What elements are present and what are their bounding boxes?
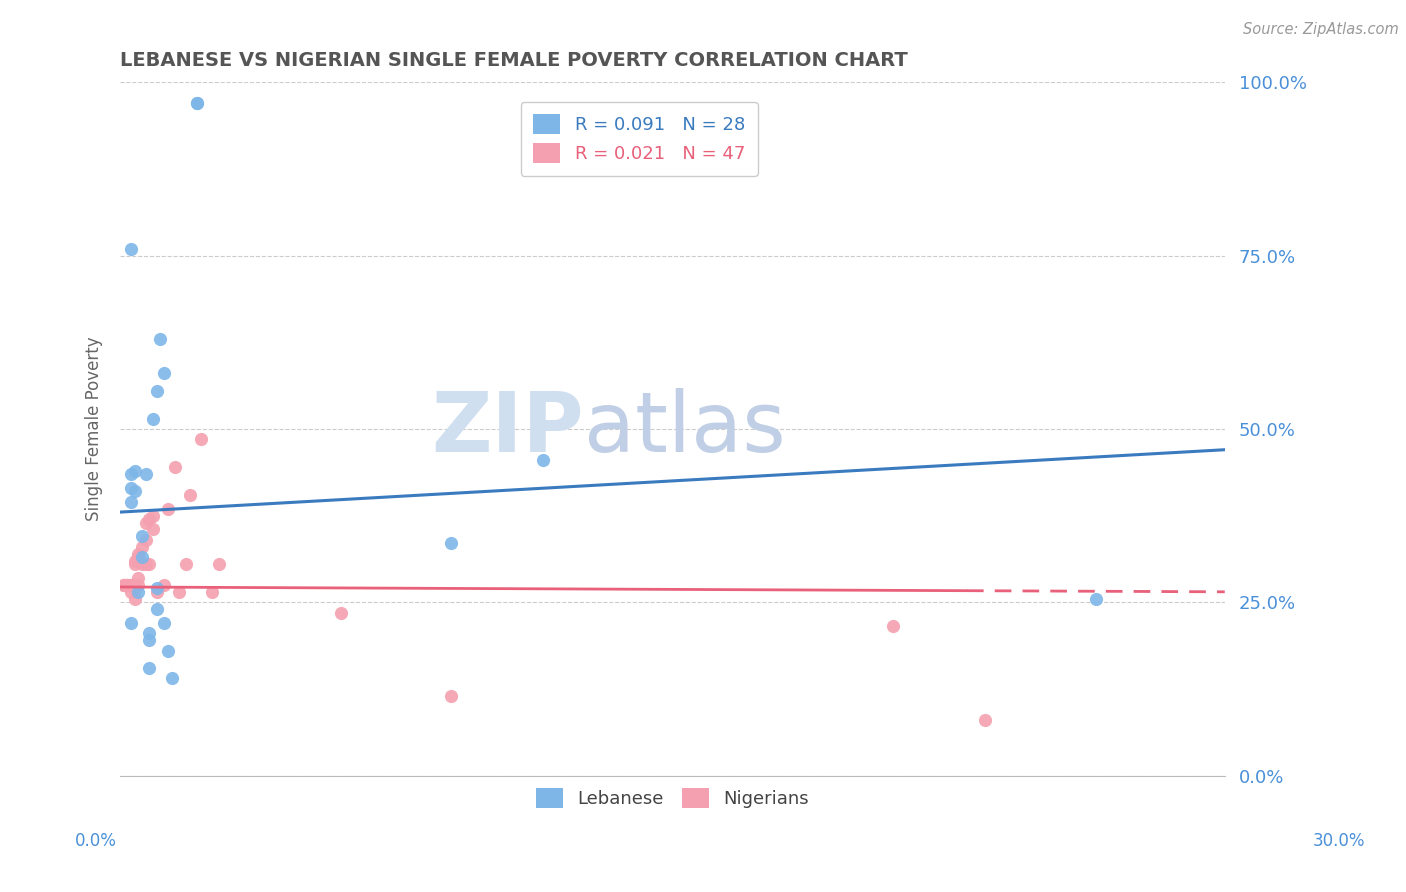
Point — [120, 494, 142, 508]
Point — [112, 578, 135, 592]
Point — [153, 615, 176, 630]
Point — [135, 467, 157, 481]
Point — [186, 96, 208, 111]
Point — [138, 557, 160, 571]
Point — [120, 578, 142, 592]
Point — [142, 508, 165, 523]
Point — [165, 460, 187, 475]
Text: 30.0%: 30.0% — [1312, 832, 1365, 850]
Point — [153, 578, 176, 592]
Text: LEBANESE VS NIGERIAN SINGLE FEMALE POVERTY CORRELATION CHART: LEBANESE VS NIGERIAN SINGLE FEMALE POVER… — [120, 51, 908, 70]
Point — [138, 633, 160, 648]
Point — [127, 550, 149, 565]
Point — [135, 557, 157, 571]
Point — [127, 547, 149, 561]
Point — [208, 557, 231, 571]
Text: 0.0%: 0.0% — [75, 832, 117, 850]
Text: atlas: atlas — [583, 388, 786, 469]
Point — [167, 584, 190, 599]
Point — [153, 367, 176, 381]
Point — [146, 582, 169, 596]
Point — [974, 713, 997, 727]
Point — [138, 512, 160, 526]
Point — [174, 557, 197, 571]
Point — [179, 488, 201, 502]
Point — [127, 584, 149, 599]
Point — [120, 481, 142, 495]
Point — [440, 536, 463, 550]
Point — [117, 578, 139, 592]
Point — [117, 578, 139, 592]
Point — [120, 584, 142, 599]
Y-axis label: Single Female Poverty: Single Female Poverty — [86, 336, 103, 521]
Point — [127, 571, 149, 585]
Point — [112, 578, 135, 592]
Point — [120, 578, 142, 592]
Point — [120, 578, 142, 592]
Point — [138, 661, 160, 675]
Legend: Lebanese, Nigerians: Lebanese, Nigerians — [529, 780, 815, 815]
Point — [201, 584, 224, 599]
Point — [149, 332, 172, 346]
Point — [135, 516, 157, 530]
Point — [124, 591, 146, 606]
Point — [131, 529, 153, 543]
Point — [124, 484, 146, 499]
Point — [124, 582, 146, 596]
Point — [146, 584, 169, 599]
Point — [186, 96, 208, 111]
Point — [124, 582, 146, 596]
Point — [117, 578, 139, 592]
Point — [156, 501, 179, 516]
Point — [135, 533, 157, 547]
Point — [146, 602, 169, 616]
Point — [1084, 591, 1107, 606]
Point — [127, 578, 149, 592]
Point — [131, 557, 153, 571]
Point — [120, 578, 142, 592]
Point — [142, 523, 165, 537]
Point — [131, 550, 153, 565]
Point — [112, 578, 135, 592]
Point — [112, 578, 135, 592]
Point — [190, 433, 212, 447]
Point — [440, 689, 463, 703]
Text: ZIP: ZIP — [432, 388, 583, 469]
Point — [124, 463, 146, 477]
Point — [138, 626, 160, 640]
Point — [124, 554, 146, 568]
Point — [156, 644, 179, 658]
Text: Source: ZipAtlas.com: Source: ZipAtlas.com — [1243, 22, 1399, 37]
Point — [142, 411, 165, 425]
Point — [146, 384, 169, 398]
Point — [124, 557, 146, 571]
Point — [533, 453, 555, 467]
Point — [882, 619, 904, 633]
Point — [120, 578, 142, 592]
Point — [120, 467, 142, 481]
Point — [131, 540, 153, 554]
Point — [120, 242, 142, 256]
Point — [120, 615, 142, 630]
Point — [117, 578, 139, 592]
Point — [329, 606, 352, 620]
Point — [160, 672, 183, 686]
Point — [117, 578, 139, 592]
